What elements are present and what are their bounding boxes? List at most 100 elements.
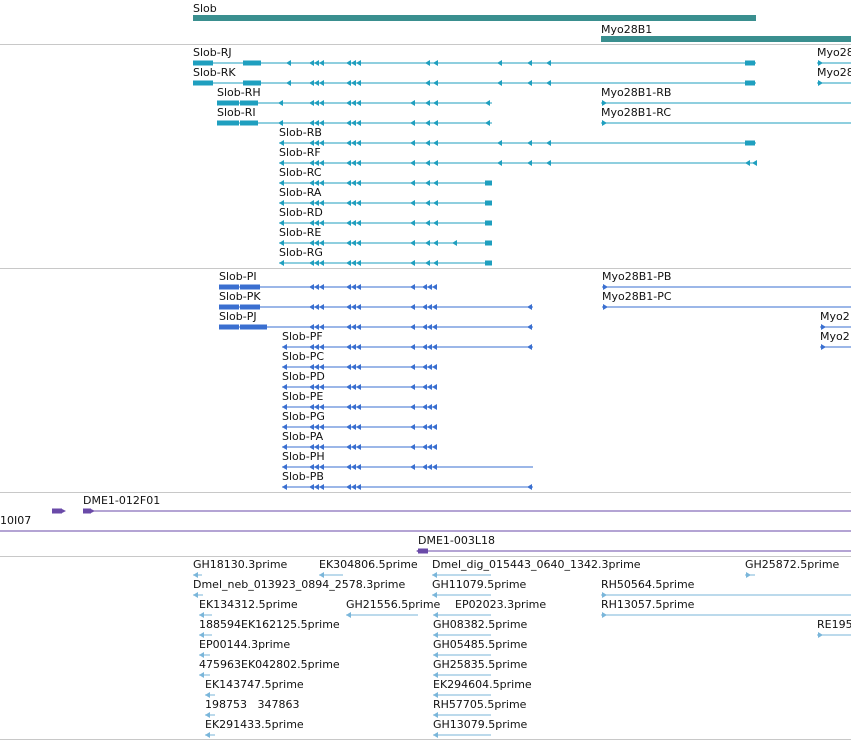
strand-arrow-left <box>346 404 351 410</box>
strand-arrow-left <box>356 484 361 490</box>
strand-arrow-left <box>425 80 430 86</box>
track-separator <box>0 44 851 45</box>
feature-exon-block <box>601 36 851 42</box>
strand-arrow-left <box>433 220 438 226</box>
protein-label[interactable]: Slob-PD <box>282 370 325 383</box>
protein-label[interactable]: Slob-PB <box>282 470 324 483</box>
protein-label[interactable]: Slob-PJ <box>219 310 257 323</box>
strand-arrow-left <box>425 240 430 246</box>
protein-label[interactable]: Slob-PH <box>282 450 325 463</box>
strand-arrow-left <box>319 484 324 490</box>
est-label[interactable]: GH25835.5prime <box>433 658 528 671</box>
transcript-label[interactable]: Slob-RB <box>279 126 322 139</box>
transcript-label[interactable]: Myo28B1 <box>817 66 851 79</box>
protein-label[interactable]: Myo2 <box>820 330 850 343</box>
strand-arrow-left <box>356 240 361 246</box>
est-label[interactable]: 188594EK162125.5prime <box>199 618 340 631</box>
protein-label[interactable]: Slob-PK <box>219 290 261 303</box>
strand-arrow-left <box>309 304 314 310</box>
strand-arrow-left <box>351 240 356 246</box>
protein-label[interactable]: Slob-PE <box>282 390 324 403</box>
strand-arrow-left <box>199 652 204 658</box>
strand-arrow-left <box>319 260 324 266</box>
strand-arrow-left <box>432 464 437 470</box>
feature-exon-block <box>745 80 755 86</box>
est-label[interactable]: GH11079.5prime <box>432 578 527 591</box>
strand-arrow-left <box>527 344 532 350</box>
protein-label[interactable]: Slob-PI <box>219 270 257 283</box>
transcript-label[interactable]: Myo28B1 <box>817 46 851 59</box>
strand-arrow-left <box>346 160 351 166</box>
transcript-label[interactable]: Slob-RD <box>279 206 323 219</box>
transcript-label[interactable]: Myo28B1-RB <box>601 86 672 99</box>
est-label[interactable]: 475963EK042802.5prime <box>199 658 340 671</box>
est-label[interactable]: Dmel_dig_015443_0640_1342.3prime <box>432 558 641 571</box>
est-label[interactable]: GH25872.5prime <box>745 558 840 571</box>
est-label[interactable]: GH13079.5prime <box>433 718 528 731</box>
strand-arrow-left <box>346 200 351 206</box>
strand-arrow-right <box>602 592 607 598</box>
est-label[interactable]: EK134312.5prime <box>199 598 298 611</box>
strand-arrow-left <box>356 160 361 166</box>
est-label[interactable]: EK143747.5prime <box>205 678 304 691</box>
est-label[interactable]: Dmel_neb_013923_0894_2578.3prime <box>193 578 406 591</box>
protein-label[interactable]: Myo28B1-PC <box>602 290 672 303</box>
strand-arrow-left <box>314 160 319 166</box>
strand-arrow-left <box>314 464 319 470</box>
strand-arrow-left <box>314 344 319 350</box>
strand-arrow-left <box>309 80 314 86</box>
strand-arrow-left <box>356 284 361 290</box>
protein-label[interactable]: Myo2 <box>820 310 850 323</box>
strand-arrow-left <box>356 404 361 410</box>
strand-arrow-left <box>279 240 284 246</box>
transcript-label[interactable]: Slob-RI <box>217 106 256 119</box>
protein-label[interactable]: Myo28B1-PB <box>602 270 672 283</box>
clone-label[interactable]: DME1-003L18 <box>418 534 495 547</box>
strand-arrow-right <box>602 612 607 618</box>
gene-label[interactable]: Myo28B1 <box>601 23 653 36</box>
protein-label[interactable]: Slob-PA <box>282 430 324 443</box>
feature-exon-block <box>240 120 258 126</box>
clone-label[interactable]: 10I07 <box>0 514 32 527</box>
est-label[interactable]: EK294604.5prime <box>433 678 532 691</box>
strand-arrow-left <box>752 160 757 166</box>
transcript-label[interactable]: Slob-RC <box>279 166 322 179</box>
transcript-label[interactable]: Slob-RG <box>279 246 323 259</box>
strand-arrow-left <box>309 284 314 290</box>
strand-arrow-left <box>356 80 361 86</box>
protein-label[interactable]: Slob-PF <box>282 330 323 343</box>
strand-arrow-left <box>286 60 291 66</box>
strand-arrow-left <box>425 160 430 166</box>
est-label[interactable]: 198753 347863 <box>205 698 300 711</box>
strand-arrow-left <box>427 444 432 450</box>
transcript-label[interactable]: Slob-RF <box>279 146 321 159</box>
est-label[interactable]: RH50564.5prime <box>601 578 695 591</box>
gene-label[interactable]: Slob <box>193 2 217 15</box>
strand-arrow-right <box>818 80 823 86</box>
transcript-label[interactable]: Myo28B1-RC <box>601 106 672 119</box>
protein-label[interactable]: Slob-PG <box>282 410 325 423</box>
est-label[interactable]: GH18130.3prime <box>193 558 288 571</box>
feature-exon-block <box>219 284 239 290</box>
transcript-label[interactable]: Slob-RE <box>279 226 322 239</box>
est-label[interactable]: GH05485.5prime <box>433 638 528 651</box>
est-label[interactable]: EK291433.5prime <box>205 718 304 731</box>
est-label[interactable]: RH57705.5prime <box>433 698 527 711</box>
transcript-label[interactable]: Slob-RK <box>193 66 236 79</box>
est-label[interactable]: EK304806.5prime <box>319 558 418 571</box>
strand-arrow-left <box>314 384 319 390</box>
protein-label[interactable]: Slob-PC <box>282 350 325 363</box>
feature-exon-block <box>193 80 213 86</box>
est-label[interactable]: GH21556.5prime <box>346 598 441 611</box>
est-label[interactable]: EP00144.3prime <box>199 638 291 651</box>
est-label[interactable]: RH13057.5prime <box>601 598 695 611</box>
clone-label[interactable]: DME1-012F01 <box>83 494 161 507</box>
est-label[interactable]: RE195 <box>817 618 851 631</box>
est-label[interactable]: GH08382.5prime <box>433 618 528 631</box>
transcript-label[interactable]: Slob-RJ <box>193 46 232 59</box>
feature-exon-block <box>485 180 492 186</box>
est-label[interactable]: EP02023.3prime <box>455 598 547 611</box>
strand-arrow-left <box>425 180 430 186</box>
transcript-label[interactable]: Slob-RH <box>217 86 261 99</box>
transcript-label[interactable]: Slob-RA <box>279 186 322 199</box>
